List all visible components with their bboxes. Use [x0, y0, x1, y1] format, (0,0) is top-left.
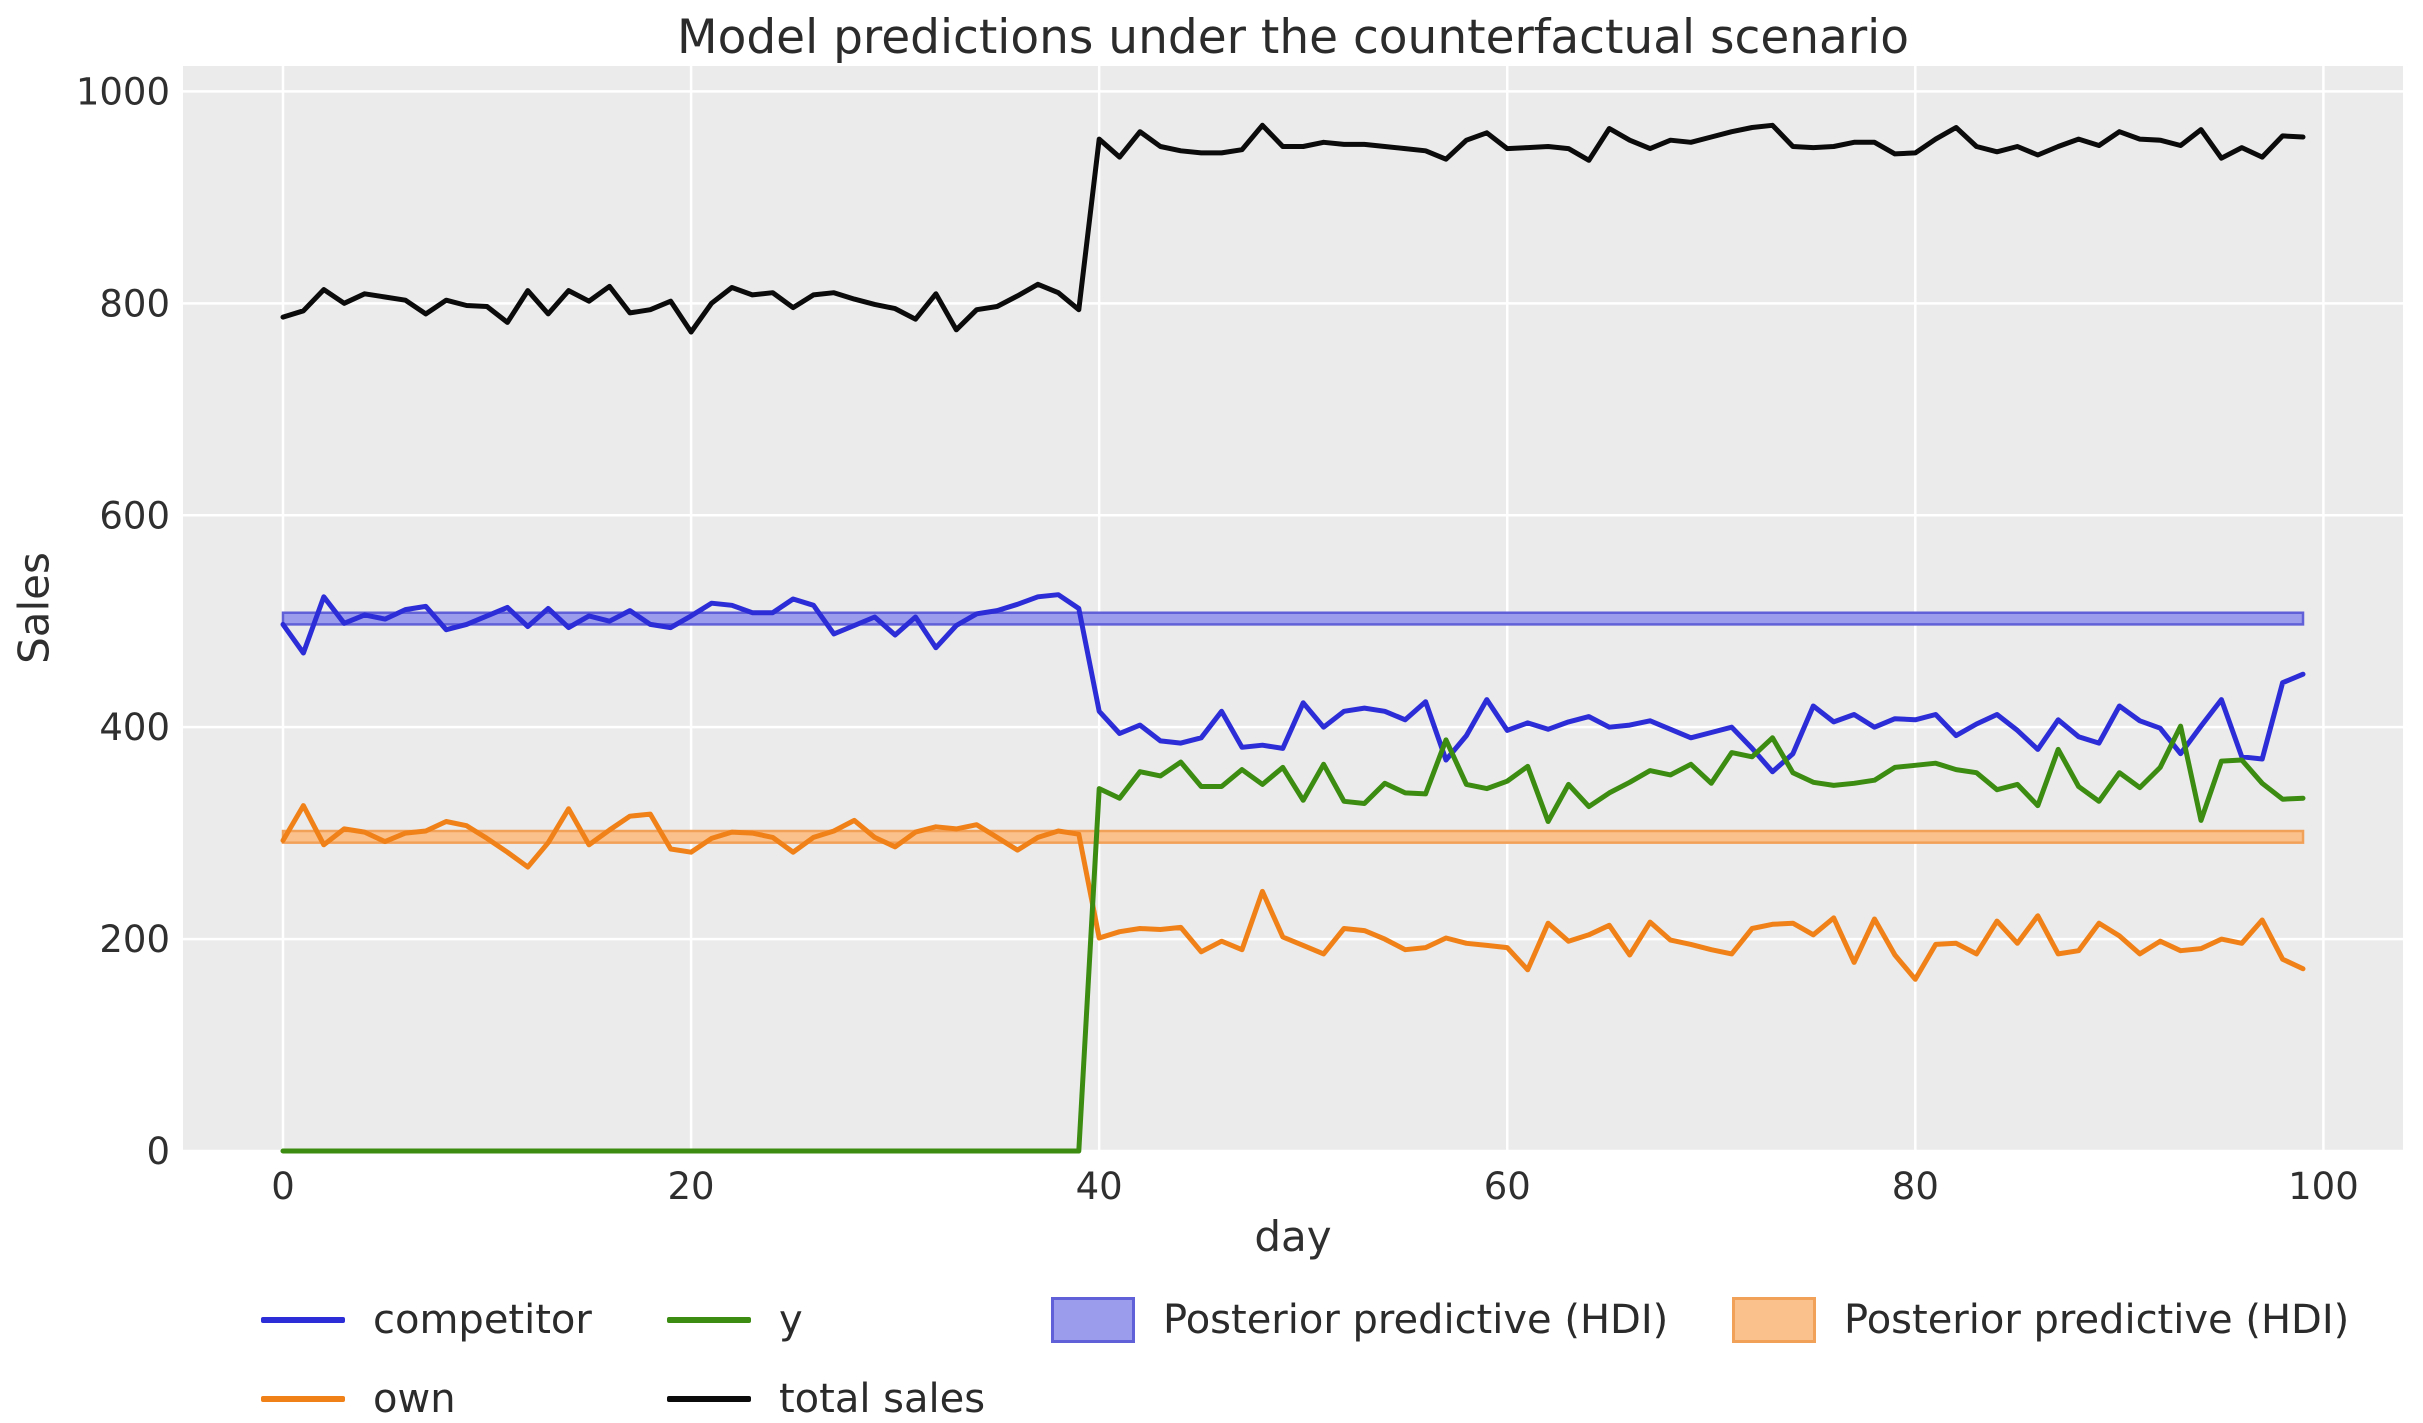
y-tick-label: 1000: [76, 70, 170, 113]
y-tick-label: 200: [99, 918, 170, 961]
x-axis-label: day: [1254, 1212, 1332, 1261]
series-line-own: [280, 803, 2306, 982]
x-tick-label: 100: [2288, 1165, 2359, 1208]
x-tick-label: 40: [1076, 1165, 1123, 1208]
x-tick-label: 0: [271, 1165, 295, 1208]
y-axis-label: Sales: [9, 552, 59, 664]
y-tick-label: 400: [99, 706, 170, 749]
x-tick-labels: 0 20 40 60 80 100: [271, 1165, 2359, 1208]
y-tick-labels: 0 200 400 600 800 1000: [76, 70, 170, 1173]
series-line-total-sales: [280, 122, 2306, 335]
y-tick-label: 800: [99, 282, 170, 325]
x-tick-label: 20: [668, 1165, 715, 1208]
hdi-band-blue: [281, 611, 2305, 626]
x-tick-label: 60: [1484, 1165, 1531, 1208]
y-tick-label: 0: [146, 1130, 170, 1173]
y-tick-label: 600: [99, 494, 170, 537]
plot-background: [183, 66, 2403, 1151]
x-tick-label: 80: [1892, 1165, 1939, 1208]
series-line-y: [280, 723, 2306, 1154]
series-line-competitor: [280, 592, 2306, 775]
chart-title: Model predictions under the counterfactu…: [677, 10, 1909, 65]
